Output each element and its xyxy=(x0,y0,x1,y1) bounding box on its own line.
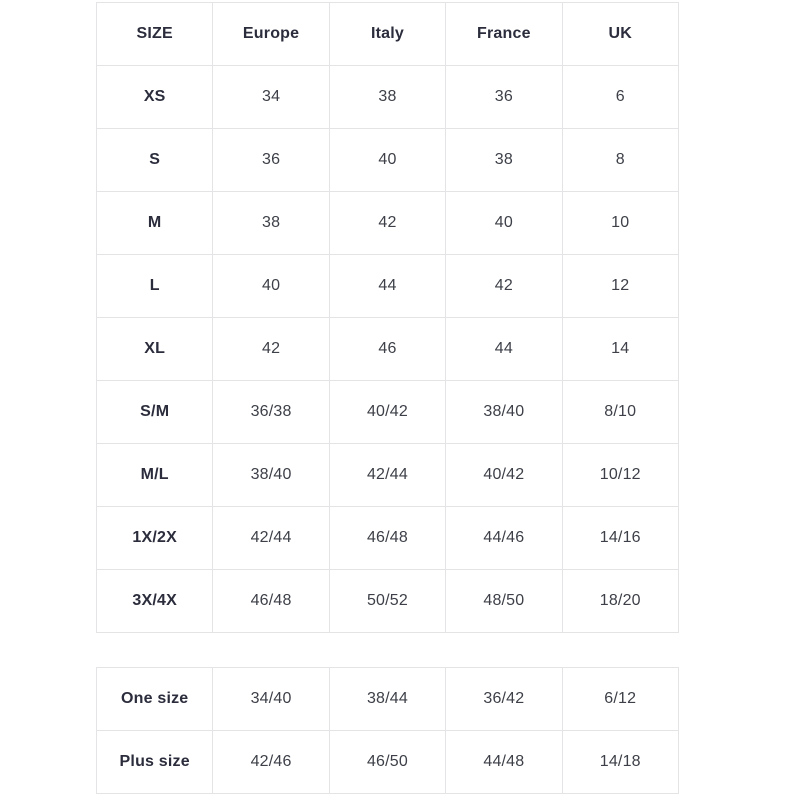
row-label: XS xyxy=(95,65,214,129)
table-row: XS 34 38 36 6 xyxy=(95,65,679,129)
cell-italy: 42/44 xyxy=(328,443,447,507)
cell-uk: 6 xyxy=(561,65,679,129)
column-header-france: France xyxy=(445,2,563,66)
cell-uk: 8/10 xyxy=(561,380,679,444)
cell-uk: 14/16 xyxy=(561,506,679,570)
table-body: XS 34 38 36 6 S 36 40 38 8 M 38 42 40 10 xyxy=(95,65,679,633)
cell-france: 40/42 xyxy=(445,443,563,507)
cell-italy: 40 xyxy=(328,128,447,192)
cell-france: 44/48 xyxy=(445,730,563,794)
table-row: 1X/2X 42/44 46/48 44/46 14/16 xyxy=(95,506,679,570)
cell-italy: 40/42 xyxy=(328,380,447,444)
cell-uk: 10/12 xyxy=(561,443,679,507)
cell-europe: 40 xyxy=(212,254,330,318)
table-body: One size 34/40 38/44 36/42 6/12 Plus siz… xyxy=(95,667,679,794)
table-row: S/M 36/38 40/42 38/40 8/10 xyxy=(95,380,679,444)
cell-france: 48/50 xyxy=(445,569,563,633)
cell-europe: 34 xyxy=(212,65,330,129)
table-row: S 36 40 38 8 xyxy=(95,128,679,192)
row-label: M xyxy=(95,191,214,255)
cell-italy: 46/50 xyxy=(328,730,447,794)
cell-europe: 42/46 xyxy=(212,730,330,794)
row-label: S/M xyxy=(95,380,214,444)
table-row: M 38 42 40 10 xyxy=(95,191,679,255)
cell-europe: 34/40 xyxy=(212,667,330,731)
cell-france: 36 xyxy=(445,65,563,129)
column-header-uk: UK xyxy=(561,2,679,66)
cell-uk: 10 xyxy=(561,191,679,255)
row-label: L xyxy=(95,254,214,318)
cell-france: 38 xyxy=(445,128,563,192)
table-row: 3X/4X 46/48 50/52 48/50 18/20 xyxy=(95,569,679,633)
table-row: L 40 44 42 12 xyxy=(95,254,679,318)
column-header-europe: Europe xyxy=(212,2,330,66)
column-header-italy: Italy xyxy=(328,2,447,66)
cell-italy: 46 xyxy=(328,317,447,381)
cell-italy: 42 xyxy=(328,191,447,255)
cell-france: 42 xyxy=(445,254,563,318)
row-label: S xyxy=(95,128,214,192)
cell-italy: 46/48 xyxy=(328,506,447,570)
cell-italy: 50/52 xyxy=(328,569,447,633)
cell-france: 38/40 xyxy=(445,380,563,444)
one-size-table: One size 34/40 38/44 36/42 6/12 Plus siz… xyxy=(95,667,679,794)
cell-france: 44/46 xyxy=(445,506,563,570)
row-label: Plus size xyxy=(95,730,214,794)
cell-uk: 12 xyxy=(561,254,679,318)
cell-europe: 38 xyxy=(212,191,330,255)
cell-france: 40 xyxy=(445,191,563,255)
row-label: XL xyxy=(95,317,214,381)
table-row: XL 42 46 44 14 xyxy=(95,317,679,381)
cell-uk: 14 xyxy=(561,317,679,381)
table-row: Plus size 42/46 46/50 44/48 14/18 xyxy=(95,730,679,794)
cell-italy: 44 xyxy=(328,254,447,318)
row-label: M/L xyxy=(95,443,214,507)
cell-uk: 18/20 xyxy=(561,569,679,633)
cell-europe: 42/44 xyxy=(212,506,330,570)
cell-europe: 46/48 xyxy=(212,569,330,633)
row-label: 3X/4X xyxy=(95,569,214,633)
cell-europe: 36 xyxy=(212,128,330,192)
table-header-row: SIZE Europe Italy France UK xyxy=(95,2,679,66)
table-row: M/L 38/40 42/44 40/42 10/12 xyxy=(95,443,679,507)
cell-italy: 38/44 xyxy=(328,667,447,731)
table-header: SIZE Europe Italy France UK xyxy=(95,2,679,66)
cell-uk: 14/18 xyxy=(561,730,679,794)
row-label: One size xyxy=(95,667,214,731)
row-label: 1X/2X xyxy=(95,506,214,570)
cell-france: 36/42 xyxy=(445,667,563,731)
cell-uk: 8 xyxy=(561,128,679,192)
cell-france: 44 xyxy=(445,317,563,381)
cell-europe: 36/38 xyxy=(212,380,330,444)
column-header-size: SIZE xyxy=(95,2,214,66)
cell-uk: 6/12 xyxy=(561,667,679,731)
table-row: One size 34/40 38/44 36/42 6/12 xyxy=(95,667,679,731)
cell-europe: 42 xyxy=(212,317,330,381)
cell-italy: 38 xyxy=(328,65,447,129)
size-conversion-table: SIZE Europe Italy France UK XS 34 38 36 … xyxy=(95,2,679,633)
cell-europe: 38/40 xyxy=(212,443,330,507)
